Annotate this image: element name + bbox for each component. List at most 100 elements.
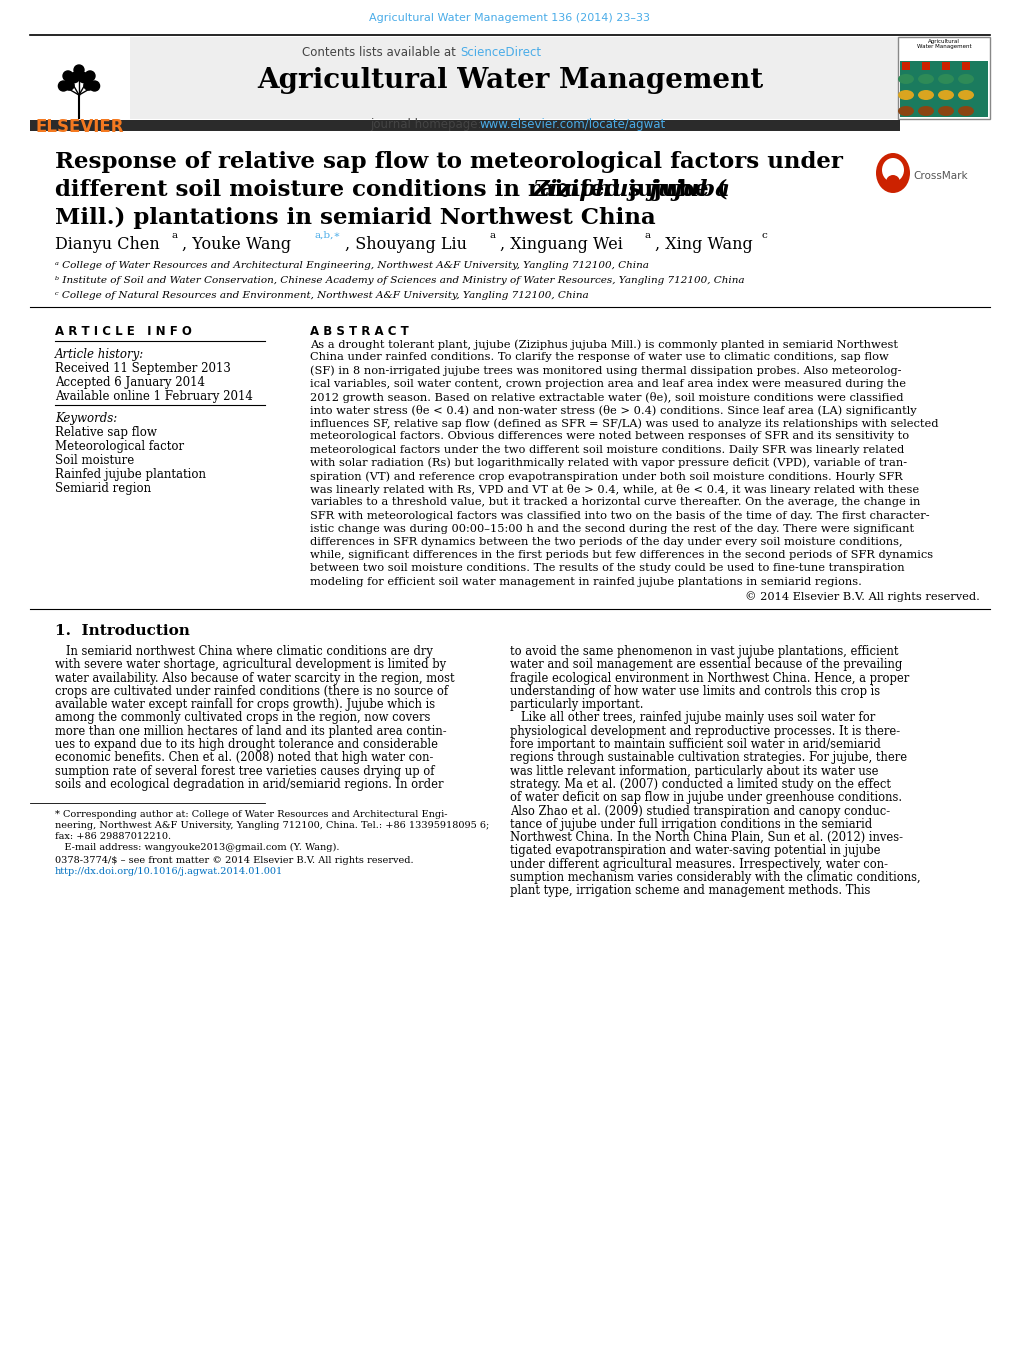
Ellipse shape: [937, 105, 953, 116]
Bar: [30, 36, 129, 119]
Text: fore important to maintain sufficient soil water in arid/semiarid: fore important to maintain sufficient so…: [510, 738, 880, 751]
Text: Water Management: Water Management: [916, 45, 970, 49]
Circle shape: [84, 80, 94, 91]
Text: ues to expand due to its high drought tolerance and considerable: ues to expand due to its high drought to…: [55, 738, 437, 751]
Text: modeling for efficient soil water management in rainfed jujube plantations in se: modeling for efficient soil water manage…: [310, 577, 861, 586]
Text: 2012 growth season. Based on relative extractable water (θe), soil moisture cond: 2012 growth season. Based on relative ex…: [310, 392, 903, 403]
Text: water and soil management are essential because of the prevailing: water and soil management are essential …: [510, 658, 902, 671]
Text: Mill.) plantations in semiarid Northwest China: Mill.) plantations in semiarid Northwest…: [55, 207, 655, 230]
Ellipse shape: [881, 158, 903, 182]
Text: http://dx.doi.org/10.1016/j.agwat.2014.01.001: http://dx.doi.org/10.1016/j.agwat.2014.0…: [55, 867, 283, 875]
Circle shape: [90, 81, 100, 91]
Ellipse shape: [875, 153, 909, 193]
Text: Like all other trees, rainfed jujube mainly uses soil water for: Like all other trees, rainfed jujube mai…: [510, 712, 874, 724]
Text: Agricultural Water Management: Agricultural Water Management: [257, 68, 762, 95]
Ellipse shape: [897, 105, 913, 116]
Ellipse shape: [957, 105, 973, 116]
Bar: [899, 39, 987, 61]
Text: tigated evapotranspiration and water-saving potential in jujube: tigated evapotranspiration and water-sav…: [510, 844, 879, 858]
Text: Ziziphus jujuba: Ziziphus jujuba: [532, 178, 731, 201]
Text: among the commonly cultivated crops in the region, now covers: among the commonly cultivated crops in t…: [55, 712, 430, 724]
Text: particularly important.: particularly important.: [510, 698, 643, 711]
Text: Meteorological factor: Meteorological factor: [55, 440, 184, 453]
Text: * Corresponding author at: College of Water Resources and Architectural Engi-: * Corresponding author at: College of Wa…: [55, 811, 447, 819]
Text: a,b,∗: a,b,∗: [315, 231, 341, 240]
Bar: [897, 36, 989, 119]
Text: ical variables, soil water content, crown projection area and leaf area index we: ical variables, soil water content, crow…: [310, 378, 905, 389]
Text: Agricultural Water Management 136 (2014) 23–33: Agricultural Water Management 136 (2014)…: [369, 14, 650, 23]
Text: under different agricultural measures. Irrespectively, water con-: under different agricultural measures. I…: [510, 858, 888, 871]
Text: ᶜ College of Natural Resources and Environment, Northwest A&F University, Yangli: ᶜ College of Natural Resources and Envir…: [55, 290, 588, 300]
Text: 0378-3774/$ – see front matter © 2014 Elsevier B.V. All rights reserved.: 0378-3774/$ – see front matter © 2014 El…: [55, 857, 414, 865]
Text: Dianyu Chen: Dianyu Chen: [55, 236, 160, 253]
Text: different soil moisture conditions in rainfed jujube (: different soil moisture conditions in ra…: [55, 178, 727, 201]
Text: regions through sustainable cultivation strategies. For jujube, there: regions through sustainable cultivation …: [510, 751, 906, 765]
Text: istic change was during 00:00–15:00 h and the second during the rest of the day.: istic change was during 00:00–15:00 h an…: [310, 524, 913, 534]
Text: China under rainfed conditions. To clarify the response of water use to climatic: China under rainfed conditions. To clari…: [310, 353, 888, 362]
Text: Soil moisture: Soil moisture: [55, 454, 135, 467]
Text: ᵇ Institute of Soil and Water Conservation, Chinese Academy of Sciences and Mini: ᵇ Institute of Soil and Water Conservati…: [55, 276, 744, 285]
Text: Also Zhao et al. (2009) studied transpiration and canopy conduc-: Also Zhao et al. (2009) studied transpir…: [510, 805, 890, 817]
Text: strategy. Ma et al. (2007) conducted a limited study on the effect: strategy. Ma et al. (2007) conducted a l…: [510, 778, 891, 790]
Text: www.elsevier.com/locate/agwat: www.elsevier.com/locate/agwat: [480, 118, 665, 131]
Bar: [899, 39, 987, 118]
Text: ELSEVIER: ELSEVIER: [36, 118, 124, 136]
Ellipse shape: [937, 91, 953, 100]
Text: c: c: [761, 231, 767, 240]
Text: , Xinguang Wei: , Xinguang Wei: [499, 236, 623, 253]
Text: sumption rate of several forest tree varieties causes drying up of: sumption rate of several forest tree var…: [55, 765, 434, 778]
Text: SFR with meteorological factors was classified into two on the basis of the time: SFR with meteorological factors was clas…: [310, 511, 928, 520]
Text: A B S T R A C T: A B S T R A C T: [310, 326, 409, 338]
Text: with severe water shortage, agricultural development is limited by: with severe water shortage, agricultural…: [55, 658, 445, 671]
Text: journal homepage:: journal homepage:: [370, 118, 485, 131]
Ellipse shape: [886, 176, 899, 189]
Text: Accepted 6 January 2014: Accepted 6 January 2014: [55, 376, 205, 389]
Text: Keywords:: Keywords:: [55, 412, 117, 426]
Text: variables to a threshold value, but it tracked a horizontal curve thereafter. On: variables to a threshold value, but it t…: [310, 497, 919, 508]
Text: available water except rainfall for crops growth). Jujube which is: available water except rainfall for crop…: [55, 698, 435, 711]
Circle shape: [74, 65, 84, 76]
Circle shape: [63, 72, 73, 81]
Text: influences SF, relative sap flow (defined as SFR = SF/LA) was used to analyze it: influences SF, relative sap flow (define…: [310, 419, 937, 428]
Ellipse shape: [897, 74, 913, 84]
Text: into water stress (θe < 0.4) and non-water stress (θe > 0.4) conditions. Since l: into water stress (θe < 0.4) and non-wat…: [310, 405, 916, 416]
Text: Article history:: Article history:: [55, 349, 144, 361]
Text: (SF) in 8 non-irrigated jujube trees was monitored using thermal dissipation pro: (SF) in 8 non-irrigated jujube trees was…: [310, 365, 901, 376]
Text: more than one million hectares of land and its planted area contin-: more than one million hectares of land a…: [55, 724, 446, 738]
Text: physiological development and reproductive processes. It is there-: physiological development and reproducti…: [510, 724, 899, 738]
Text: a: a: [644, 231, 650, 240]
Text: fragile ecological environment in Northwest China. Hence, a proper: fragile ecological environment in Northw…: [510, 671, 908, 685]
Text: meteorological factors. Obvious differences were noted between responses of SFR : meteorological factors. Obvious differen…: [310, 431, 908, 442]
Text: sumption mechanism varies considerably with the climatic conditions,: sumption mechanism varies considerably w…: [510, 871, 920, 884]
Ellipse shape: [957, 74, 973, 84]
Text: was little relevant information, particularly about its water use: was little relevant information, particu…: [510, 765, 877, 778]
Text: , Xing Wang: , Xing Wang: [654, 236, 752, 253]
Ellipse shape: [897, 91, 913, 100]
Text: Available online 1 February 2014: Available online 1 February 2014: [55, 390, 253, 403]
Text: © 2014 Elsevier B.V. All rights reserved.: © 2014 Elsevier B.V. All rights reserved…: [745, 590, 979, 601]
Ellipse shape: [917, 74, 933, 84]
Text: to avoid the same phenomenon in vast jujube plantations, efficient: to avoid the same phenomenon in vast juj…: [510, 644, 898, 658]
Text: A R T I C L E   I N F O: A R T I C L E I N F O: [55, 326, 192, 338]
Text: was linearly related with Rs, VPD and VT at θe > 0.4, while, at θe < 0.4, it was: was linearly related with Rs, VPD and VT…: [310, 484, 918, 496]
Text: E-mail address: wangyouke2013@gmail.com (Y. Wang).: E-mail address: wangyouke2013@gmail.com …: [55, 843, 339, 852]
Text: Relative sap flow: Relative sap flow: [55, 426, 157, 439]
Circle shape: [64, 80, 74, 91]
Ellipse shape: [917, 91, 933, 100]
Text: fax: +86 29887012210.: fax: +86 29887012210.: [55, 832, 171, 842]
Text: while, significant differences in the first periods but few differences in the s: while, significant differences in the fi…: [310, 550, 932, 561]
Circle shape: [58, 81, 68, 91]
Text: neering, Northwest A&F University, Yangling 712100, China. Tel.: +86 13395918095: neering, Northwest A&F University, Yangl…: [55, 821, 489, 830]
Text: Response of relative sap flow to meteorological factors under: Response of relative sap flow to meteoro…: [55, 151, 842, 173]
Text: soils and ecological degradation in arid/semiarid regions. In order: soils and ecological degradation in arid…: [55, 778, 443, 790]
Text: As a drought tolerant plant, jujube (Ziziphus jujuba Mill.) is commonly planted : As a drought tolerant plant, jujube (Ziz…: [310, 339, 897, 350]
Ellipse shape: [957, 91, 973, 100]
Text: , Youke Wang: , Youke Wang: [181, 236, 290, 253]
Circle shape: [85, 72, 95, 81]
Ellipse shape: [917, 105, 933, 116]
Bar: [30, 36, 899, 119]
Text: a: a: [489, 231, 495, 240]
Text: of water deficit on sap flow in jujube under greenhouse conditions.: of water deficit on sap flow in jujube u…: [510, 792, 901, 804]
Text: understanding of how water use limits and controls this crop is: understanding of how water use limits an…: [510, 685, 879, 698]
Text: Agricultural: Agricultural: [927, 39, 959, 45]
